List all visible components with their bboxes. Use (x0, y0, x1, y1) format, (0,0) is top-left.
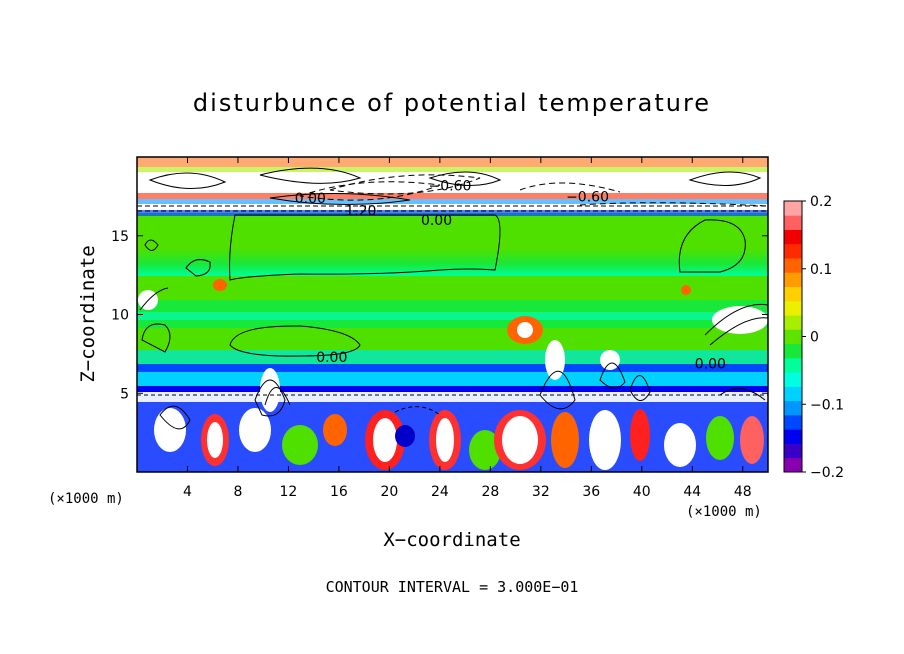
contour-interval-note: CONTOUR INTERVAL = 3.000E−01 (326, 578, 579, 596)
field-top-band3 (137, 193, 768, 199)
field-band-blue2 (137, 386, 768, 392)
y-axis-label: Z−coordinate (77, 245, 99, 382)
contour-label: −0.60 (429, 178, 472, 194)
colorbar-tick-label: 0.2 (810, 194, 832, 210)
x-tick-label: 8 (233, 484, 242, 500)
colorbar-swatch (784, 300, 802, 316)
contour-label: 1.20 (345, 204, 376, 220)
colorbar-swatch (784, 215, 802, 230)
colorbar-swatch (784, 243, 802, 259)
contour-label: 0.00 (316, 350, 347, 366)
colorbar-swatch (784, 229, 802, 245)
field-band-light (137, 392, 768, 402)
x-tick-label: 28 (481, 484, 499, 500)
field (137, 157, 768, 472)
y-tick-label: 10 (111, 308, 129, 324)
colorbar-swatch (784, 357, 802, 373)
y-axis: 5 10 15 (111, 229, 768, 402)
colorbar-tick-label: −0.1 (810, 397, 844, 413)
contour-label: 0.00 (695, 356, 726, 372)
field-top-band4 (137, 199, 768, 204)
x-tick-label: 20 (380, 484, 398, 500)
colorbar-swatch (784, 443, 802, 459)
colorbar-swatch (784, 315, 802, 330)
field-band-blue (137, 364, 768, 372)
colorbar-swatch (784, 201, 802, 216)
y-tick-label: 5 (120, 386, 129, 402)
field-bottom-blobs (154, 408, 764, 470)
x-tick-label: 48 (734, 484, 752, 500)
colorbar-swatch (784, 272, 802, 287)
colorbar-swatch (784, 286, 802, 302)
y-tick-label: 15 (111, 229, 129, 245)
chart-title: disturbunce of potential temperature (193, 89, 711, 117)
colorbar-tick-label: −0.2 (810, 465, 844, 481)
x-axis-unit-right: (×1000 m) (686, 504, 762, 520)
field-top-band5 (137, 204, 768, 210)
colorbar-tick-label: 0 (810, 330, 819, 346)
field-top-band1 (137, 157, 768, 167)
x-tick-label: 4 (183, 484, 192, 500)
x-tick-label: 32 (532, 484, 550, 500)
x-tick-label: 40 (633, 484, 651, 500)
contour-lines (137, 167, 768, 430)
colorbar-swatch (784, 329, 802, 345)
colorbar-swatch (784, 429, 802, 444)
colorbar-swatch (784, 258, 802, 273)
colorbar-swatch (784, 372, 802, 387)
x-tick-label: 12 (280, 484, 298, 500)
contour-label: −0.60 (566, 189, 609, 205)
x-tick-label: 16 (330, 484, 348, 500)
contour-label: 0.00 (295, 191, 326, 207)
x-axis-label: X−coordinate (383, 529, 520, 551)
field-band-lower-cyan (137, 350, 768, 364)
colorbar-swatch (784, 400, 802, 416)
x-axis: 4 8 12 16 20 24 28 32 36 40 44 48 (183, 157, 752, 500)
field-band-upper (137, 216, 768, 276)
x-axis-unit-left: (×1000 m) (48, 491, 124, 507)
contour-label: 0.00 (421, 213, 452, 229)
x-tick-label: 24 (431, 484, 449, 500)
field-top-band6 (137, 210, 768, 216)
x-tick-label: 44 (683, 484, 701, 500)
field-top-band2 (137, 167, 768, 172)
colorbar: 0.2 0.1 0 −0.1 −0.2 (783, 194, 844, 481)
x-tick-label: 36 (582, 484, 600, 500)
contour-labels: −0.60 0.00 1.20 0.00 −0.60 0.00 0.00 (295, 178, 726, 372)
colorbar-swatch (784, 386, 802, 402)
field-patches (138, 279, 768, 412)
colorbar-swatch (784, 414, 802, 430)
colorbar-swatch (784, 343, 802, 359)
colorbar-tick-label: 0.1 (810, 262, 832, 278)
field-band-cyan2 (137, 372, 768, 386)
field-band-cyan (137, 312, 768, 320)
colorbar-swatch (784, 457, 802, 473)
